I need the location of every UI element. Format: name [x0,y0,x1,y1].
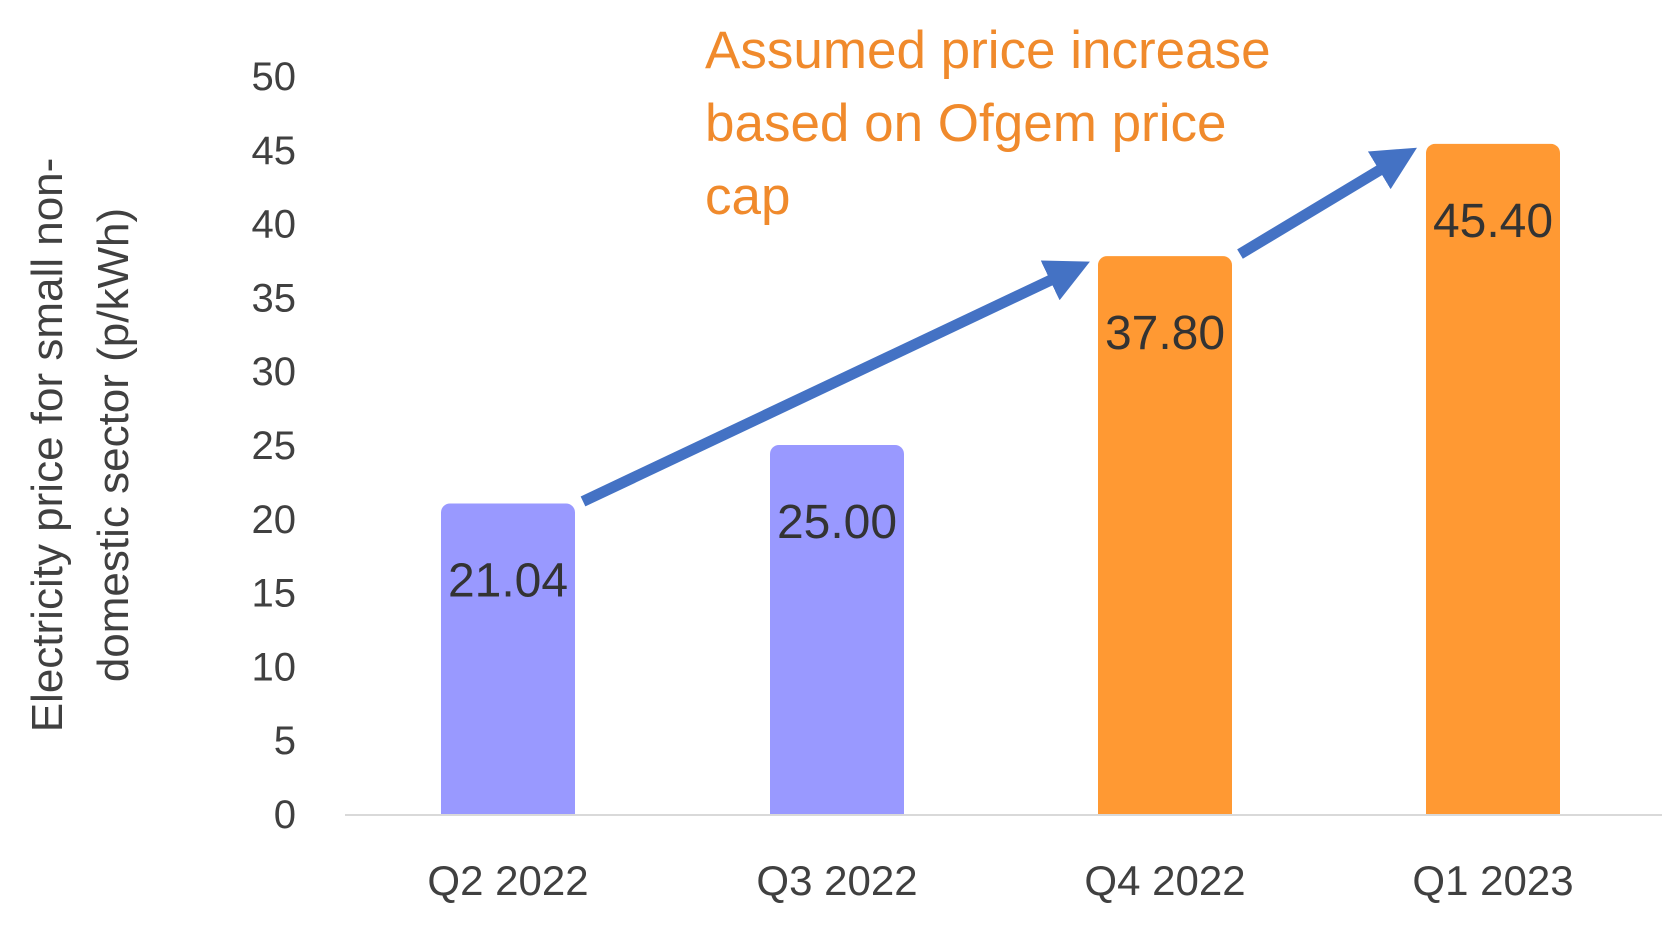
trend-arrow [1237,147,1417,259]
bar-value-label: 21.04 [448,554,568,607]
bar-value-label: 25.00 [777,496,897,549]
annotation-line: based on Ofgem price [705,94,1226,153]
y-tick-label: 5 [274,719,296,763]
bar-value-label: 45.40 [1433,195,1553,248]
bar [770,445,904,814]
trend-arrows [580,147,1417,507]
y-tick-label: 45 [252,129,297,173]
x-tick-label: Q4 2022 [1084,857,1245,904]
bar [441,503,575,814]
annotation-line: Assumed price increase [705,21,1271,80]
bar-base [1426,802,1560,814]
y-tick-label: 0 [274,793,296,837]
bar-value-label: 37.80 [1105,307,1225,360]
y-tick-label: 15 [252,572,297,616]
bar-base [1098,802,1232,814]
y-tick-label: 20 [252,498,297,542]
y-axis-title-line: Electricity price for small non- [23,158,72,733]
trend-arrow [580,260,1090,507]
y-tick-label: 35 [252,276,297,320]
y-axis-ticks: 0 5 10 15 20 25 30 35 40 45 50 [252,55,297,837]
annotation: Assumed price increase based on Ofgem pri… [705,21,1271,226]
y-axis-title: Electricity price for small non-domestic… [23,158,138,733]
x-tick-label: Q2 2022 [427,857,588,904]
bars [441,143,1560,814]
bar-base [770,802,904,814]
y-tick-label: 40 [252,203,297,247]
bar-value-labels: 21.04 25.00 37.80 45.40 [448,195,1553,608]
bar-base [441,802,575,814]
x-tick-label: Q3 2022 [756,857,917,904]
x-tick-label: Q1 2023 [1412,857,1573,904]
y-tick-label: 30 [252,350,297,394]
y-axis-title-line: domestic sector (p/kWh) [89,208,138,682]
bar [1426,143,1560,814]
y-tick-label: 10 [252,645,297,689]
x-axis-ticks: Q2 2022 Q3 2022 Q4 2022 Q1 2023 [427,857,1573,904]
bar [1098,256,1232,814]
y-tick-label: 25 [252,424,297,468]
annotation-line: cap [705,167,790,226]
y-tick-label: 50 [252,55,297,99]
